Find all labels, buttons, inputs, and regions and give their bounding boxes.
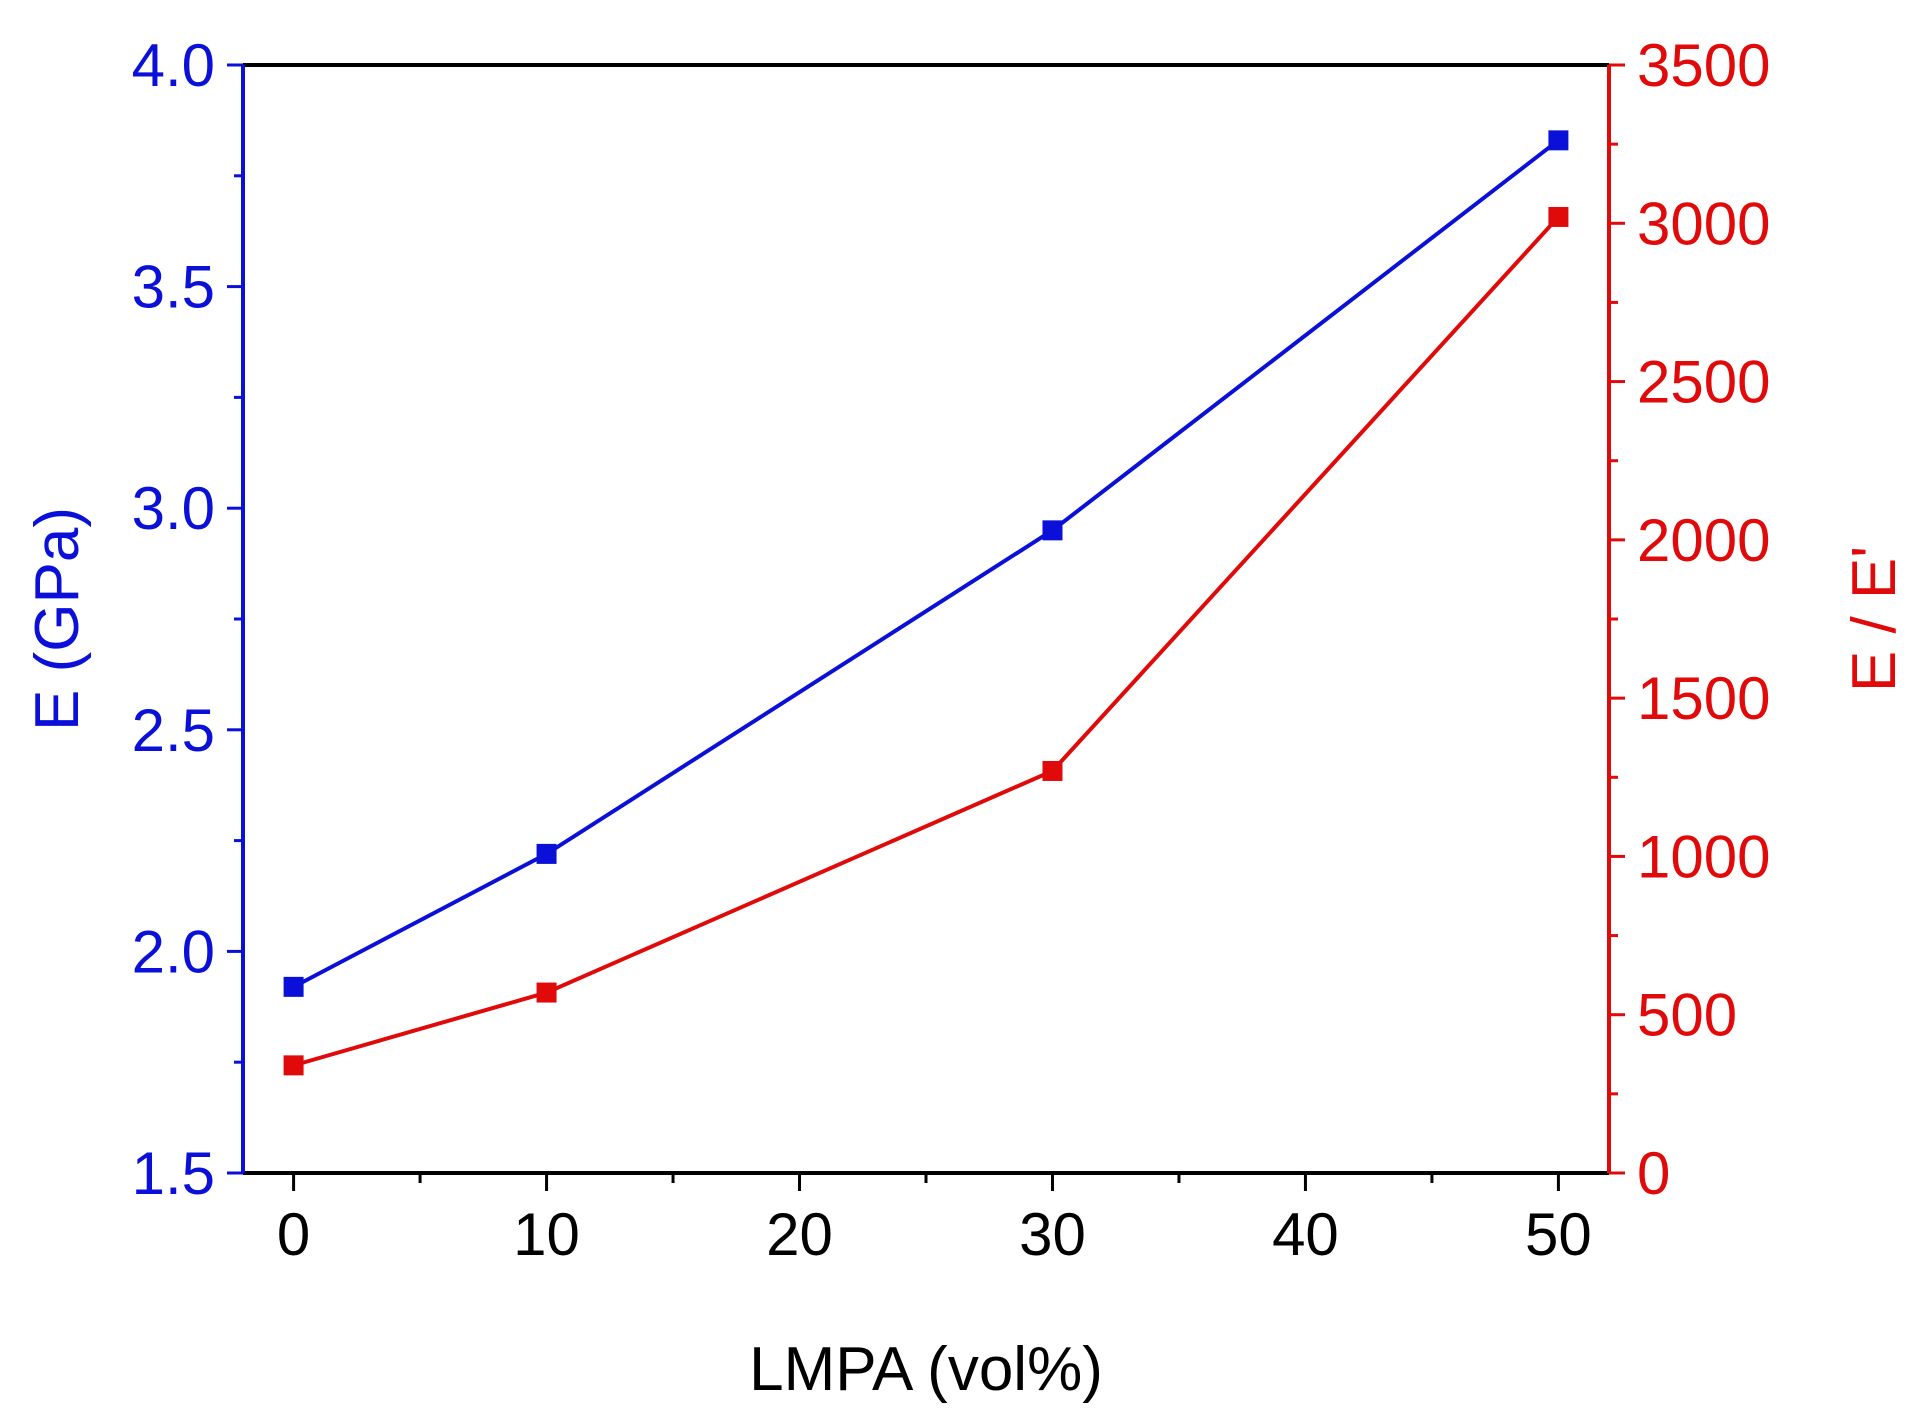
data-point-right bbox=[283, 1055, 304, 1076]
right-y-tick-label: 2000 bbox=[1637, 507, 1770, 574]
left-y-tick-label: 3.0 bbox=[132, 475, 215, 542]
data-point-left bbox=[536, 843, 557, 864]
x-tick-label: 40 bbox=[1272, 1201, 1339, 1268]
data-point-left bbox=[1042, 520, 1063, 541]
x-tick-label: 50 bbox=[1525, 1201, 1592, 1268]
left-y-tick-label: 2.5 bbox=[132, 697, 215, 764]
left-y-axis-title: E (GPa) bbox=[23, 507, 92, 731]
right-y-tick-label: 500 bbox=[1637, 982, 1737, 1049]
x-tick-label: 0 bbox=[277, 1201, 310, 1268]
series-line-left bbox=[292, 138, 1560, 989]
left-y-tick-label: 4.0 bbox=[132, 32, 215, 99]
series-line-right bbox=[293, 215, 1560, 1068]
right-y-tick-label: 1500 bbox=[1637, 665, 1770, 732]
data-point-right bbox=[1548, 206, 1569, 227]
data-point-right bbox=[536, 982, 557, 1003]
x-tick-label: 30 bbox=[1019, 1201, 1086, 1268]
right-y-tick-label: 3000 bbox=[1637, 190, 1770, 257]
x-axis-title: LMPA (vol%) bbox=[749, 1335, 1103, 1404]
right-y-axis-title: E / E' bbox=[1840, 546, 1909, 692]
x-tick-label: 20 bbox=[766, 1201, 833, 1268]
left-y-tick-label: 3.5 bbox=[132, 254, 215, 321]
right-y-tick-label: 0 bbox=[1637, 1140, 1670, 1207]
right-y-tick-label: 3500 bbox=[1637, 32, 1770, 99]
right-y-tick-label: 2500 bbox=[1637, 349, 1770, 416]
left-y-tick-label: 2.0 bbox=[132, 918, 215, 985]
data-point-right bbox=[1042, 760, 1063, 781]
data-point-left bbox=[1548, 130, 1569, 151]
left-y-tick-label: 1.5 bbox=[132, 1140, 215, 1207]
x-tick-label: 10 bbox=[513, 1201, 580, 1268]
right-y-tick-label: 1000 bbox=[1637, 823, 1770, 890]
data-point-left bbox=[283, 976, 304, 997]
